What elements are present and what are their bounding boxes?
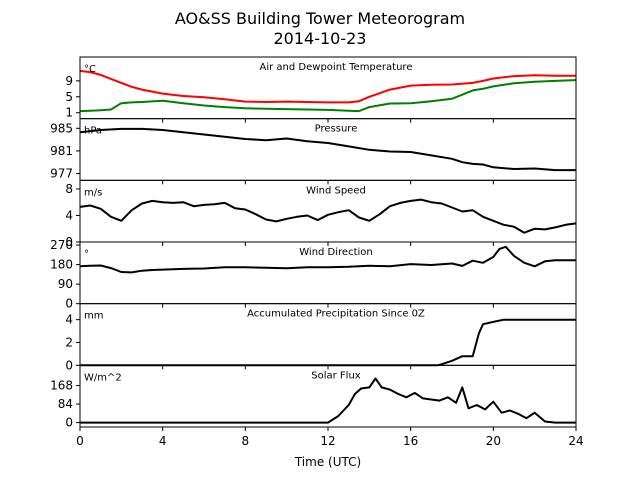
panel-wind-speed: 0 4 8 Wind Speed m/s xyxy=(65,179,577,249)
panel-title: Wind Speed xyxy=(306,185,366,196)
y-tick-label: 270 xyxy=(50,238,73,252)
figure-title-line2: 2014-10-23 xyxy=(274,29,367,48)
x-tick-label: 0 xyxy=(76,434,84,448)
y-tick-label: 1 xyxy=(65,106,73,120)
y-tick-label: 4 xyxy=(65,313,73,327)
panel-pressure: 977 981 985 Pressure hPa xyxy=(50,118,577,185)
x-tick-label: 12 xyxy=(320,434,335,448)
series-line-wind-speed-0 xyxy=(79,198,577,234)
panel-title: Solar Flux xyxy=(311,370,361,381)
panel-unit: m/s xyxy=(84,187,102,198)
x-tick-label: 8 xyxy=(242,434,250,448)
y-tick-label: 0 xyxy=(65,235,73,249)
y-tick-label: 180 xyxy=(50,258,73,272)
x-axis: 0 4 8 12 16 20 24 xyxy=(76,434,583,448)
x-tick-label: 16 xyxy=(403,434,418,448)
series-line-solar-flux-0 xyxy=(80,377,576,424)
y-tick-label: 0 xyxy=(65,416,73,430)
x-tick-label: 20 xyxy=(486,434,501,448)
y-tick-label: 9 xyxy=(65,74,73,88)
y-tick-label: 981 xyxy=(50,144,73,158)
panel-title: Wind Direction xyxy=(299,247,373,258)
panel-title: Air and Dewpoint Temperature xyxy=(260,62,413,73)
panel-wind-direction: 0 90 180 270 Wind Direction ° xyxy=(50,238,577,311)
panel-unit: ° xyxy=(84,249,89,260)
series-line-air-and-dewpoint-temperature-0 xyxy=(79,69,576,104)
series-line-pressure-0 xyxy=(79,127,576,172)
series-line-air-and-dewpoint-temperature-1 xyxy=(79,79,577,113)
panel-unit: hPa xyxy=(84,126,102,137)
series-line-accumulated-precipitation-since-0z-0 xyxy=(80,318,576,367)
x-tick-label: 24 xyxy=(568,434,583,448)
panel-unit: °C xyxy=(84,64,96,75)
x-axis-label: Time (UTC) xyxy=(294,455,361,469)
y-tick-label: 985 xyxy=(50,121,73,135)
panel-unit: mm xyxy=(84,311,103,322)
panel-title: Pressure xyxy=(315,124,358,135)
y-tick-label: 4 xyxy=(65,208,73,222)
series-line-wind-direction-0 xyxy=(79,245,576,274)
y-tick-label: 90 xyxy=(58,277,73,291)
y-tick-label: 8 xyxy=(65,182,73,196)
panel-solar-flux: 0 84 168 Solar Flux W/m^2 xyxy=(50,364,577,431)
y-tick-label: 0 xyxy=(65,297,73,311)
panel-accumulated-precipitation-since-0z: 0 2 4 Accumulated Precipitation Since 0Z mm xyxy=(65,303,577,372)
x-tick-label: 4 xyxy=(159,434,167,448)
y-tick-label: 977 xyxy=(50,167,73,181)
panel-title: Accumulated Precipitation Since 0Z xyxy=(247,309,425,320)
panel-air-and-dewpoint-temperature: 1 5 9 Air and Dewpoint Temperature °C xyxy=(65,56,577,123)
y-tick-label: 0 xyxy=(65,358,73,372)
y-tick-label: 84 xyxy=(58,397,73,411)
y-tick-label: 2 xyxy=(65,335,73,349)
y-tick-label: 168 xyxy=(50,379,73,393)
figure-title-line1: AO&SS Building Tower Meteorogram xyxy=(175,9,465,28)
y-tick-label: 5 xyxy=(65,90,73,104)
panel-unit: W/m^2 xyxy=(84,372,122,383)
